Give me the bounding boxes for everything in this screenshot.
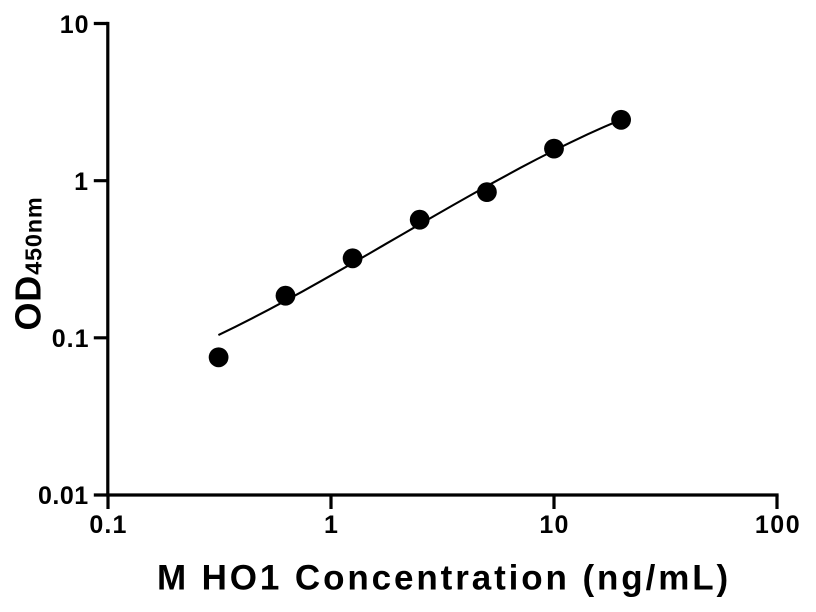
svg-text:0.1: 0.1	[52, 325, 90, 353]
svg-text:1: 1	[324, 511, 338, 539]
svg-text:10: 10	[60, 11, 90, 39]
svg-text:0.1: 0.1	[89, 511, 127, 539]
svg-text:100: 100	[755, 511, 801, 539]
svg-text:10: 10	[539, 511, 569, 539]
svg-text:1: 1	[74, 168, 88, 196]
svg-text:OD450nm: OD450nm	[8, 196, 49, 330]
svg-text:M HO1 Concentration (ng/mL): M HO1 Concentration (ng/mL)	[157, 559, 731, 598]
svg-text:0.01: 0.01	[38, 482, 89, 510]
